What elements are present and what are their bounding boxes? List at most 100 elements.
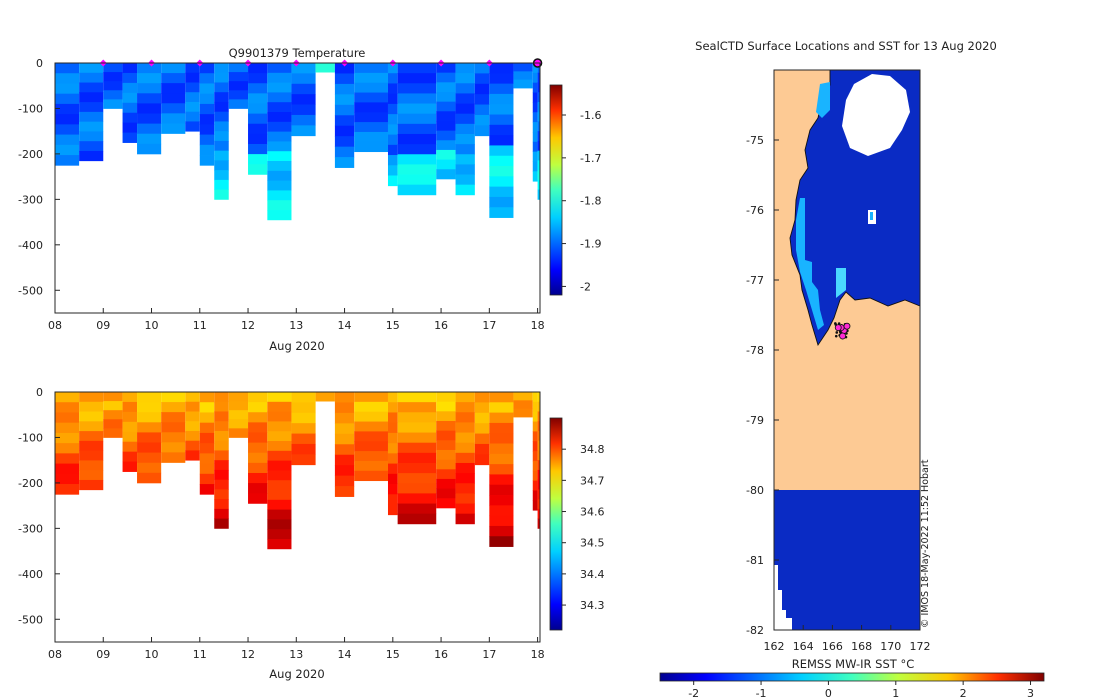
temperature-cell xyxy=(537,72,540,83)
temperature-cell xyxy=(228,81,249,91)
temperature-cell xyxy=(489,124,514,136)
salinity-cell xyxy=(137,472,162,484)
salinity-cell xyxy=(489,484,514,496)
temperature-cell xyxy=(79,131,104,142)
salinity-cell xyxy=(455,503,475,515)
salinity-cell xyxy=(185,440,200,451)
temperature-cell xyxy=(199,83,215,95)
temperature-cell xyxy=(214,101,229,113)
temperature-cell xyxy=(185,72,200,83)
temperature-cell xyxy=(291,104,316,116)
temperature-cell xyxy=(55,63,80,74)
temperature-cell xyxy=(267,151,292,162)
map-y-tick-label: -76 xyxy=(746,204,764,217)
temperature-cell xyxy=(537,131,540,142)
temperature-cell xyxy=(122,102,138,114)
x-tick-label: 09 xyxy=(96,648,110,661)
temperature-cell xyxy=(214,72,229,83)
temperature-cell xyxy=(137,103,162,114)
temperature-cell xyxy=(161,103,186,114)
temperature-cell xyxy=(513,79,533,89)
salinity-cell xyxy=(532,460,538,472)
salinity-cell xyxy=(248,493,268,504)
salinity-cell xyxy=(199,422,215,434)
temperature-cell xyxy=(537,170,540,181)
salinity-cell xyxy=(79,479,104,491)
temperature-cell xyxy=(228,90,249,100)
salinity-cell xyxy=(455,452,475,464)
salinity-cell xyxy=(214,392,229,403)
temperature-cell xyxy=(537,92,540,103)
temperature-cell xyxy=(315,63,335,73)
salinity-cell xyxy=(489,412,514,424)
salinity-cell xyxy=(489,474,514,486)
salinity-cell xyxy=(334,486,355,497)
temperature-cell xyxy=(474,73,490,85)
temperature-cell xyxy=(79,121,104,132)
y-tick-label: 0 xyxy=(36,386,43,399)
temperature-cell xyxy=(532,122,538,133)
salinity-cell xyxy=(387,453,398,464)
temperature-cell xyxy=(354,72,388,84)
salinity-cell xyxy=(122,441,138,453)
temperature-cell xyxy=(248,123,268,135)
salinity-cell xyxy=(248,432,268,444)
temperature-cell xyxy=(387,134,398,146)
salinity-cell xyxy=(122,461,138,472)
x-tick-label: 16 xyxy=(434,319,448,332)
temperature-cell xyxy=(79,141,104,152)
temperature-cell xyxy=(291,114,316,126)
salinity-cell xyxy=(455,473,475,484)
temperature-cell xyxy=(248,83,268,94)
temperature-cell xyxy=(199,103,215,115)
salinity-cell xyxy=(103,428,123,438)
temperature-cell xyxy=(103,72,123,82)
salinity-cell xyxy=(79,401,104,412)
salinity-cell xyxy=(79,470,104,481)
temperature-cell xyxy=(103,81,123,91)
temperature-cell xyxy=(79,82,104,93)
salinity-cell xyxy=(489,392,514,403)
salinity-cell xyxy=(137,412,162,423)
salinity-cell xyxy=(532,401,538,413)
salinity-cell xyxy=(248,452,268,464)
colorbar-tick-label: -2 xyxy=(580,280,591,293)
sst-map-panel: SealCTD Surface Locations and SST for 13… xyxy=(659,39,1045,700)
salinity-cell xyxy=(436,420,456,432)
salinity-cell xyxy=(513,392,533,401)
salinity-cell xyxy=(199,402,215,413)
salinity-cell xyxy=(532,480,538,491)
temperature-cell xyxy=(55,114,80,125)
salinity-cell xyxy=(334,412,355,424)
salinity-cell xyxy=(103,401,123,411)
map-y-ticks: -75 -76 -77 -78 -79 -80 -81 -82 xyxy=(746,134,779,637)
temperature-cell xyxy=(537,140,540,152)
salinity-cell xyxy=(248,442,268,454)
salinity-cell xyxy=(455,442,475,454)
temperature-cell xyxy=(214,160,229,171)
temperature-cell xyxy=(214,131,229,142)
salinity-cell xyxy=(267,441,292,452)
map-x-tick-label: 162 xyxy=(764,640,785,653)
temperature-cell xyxy=(267,180,292,191)
map-y-tick-label: -81 xyxy=(746,554,764,567)
map-title: SealCTD Surface Locations and SST for 13… xyxy=(695,39,997,53)
temperature-cell xyxy=(79,63,104,74)
temperature-cell xyxy=(267,210,292,221)
temperature-cell xyxy=(248,133,268,145)
salinity-cell xyxy=(122,421,138,433)
temperature-cell xyxy=(137,63,162,74)
temperature-cell xyxy=(532,131,538,143)
temperature-cell xyxy=(267,102,292,113)
salinity-cell xyxy=(354,460,388,472)
temperature-cell xyxy=(397,174,437,186)
salinity-cell xyxy=(55,473,80,485)
temperature-cell xyxy=(455,103,475,115)
track-point xyxy=(834,334,838,338)
sst-colorbar-tick-label: 2 xyxy=(960,687,967,700)
temperature-cell xyxy=(291,94,316,105)
temperature-cell xyxy=(397,103,437,115)
salinity-cell xyxy=(122,451,138,463)
temperature-cell xyxy=(334,73,355,85)
